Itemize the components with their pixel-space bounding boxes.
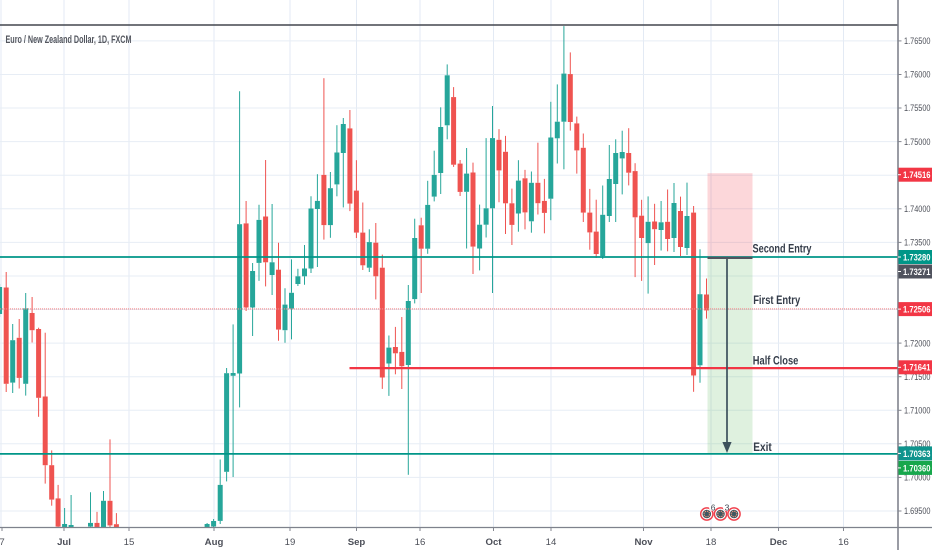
svg-text:Dec: Dec <box>770 537 788 548</box>
svg-text:Sep: Sep <box>348 537 366 548</box>
svg-text:16: 16 <box>415 537 426 548</box>
svg-text:Half Close: Half Close <box>753 356 799 368</box>
svg-text:1.73280: 1.73280 <box>903 252 931 263</box>
svg-text:1.75500: 1.75500 <box>904 103 931 114</box>
svg-text:1.70363: 1.70363 <box>903 449 931 460</box>
svg-text:1.76500: 1.76500 <box>904 36 931 47</box>
svg-text:Second Entry: Second Entry <box>753 244 812 256</box>
svg-text:7: 7 <box>0 537 5 548</box>
svg-text:Aug: Aug <box>205 537 224 548</box>
svg-text:1.70360: 1.70360 <box>903 463 931 474</box>
svg-text:1.69500: 1.69500 <box>904 506 931 517</box>
svg-text:1.72506: 1.72506 <box>903 305 931 316</box>
svg-text:1.76000: 1.76000 <box>904 70 931 81</box>
svg-text:6: 6 <box>711 503 716 513</box>
svg-text:1.73500: 1.73500 <box>904 238 931 249</box>
svg-text:14: 14 <box>546 537 557 548</box>
svg-text:16: 16 <box>838 537 849 548</box>
svg-text:Nov: Nov <box>634 537 653 548</box>
svg-text:Jul: Jul <box>57 537 71 548</box>
svg-text:1.72000: 1.72000 <box>904 338 931 349</box>
svg-text:1.75000: 1.75000 <box>904 137 931 148</box>
svg-text:Oct: Oct <box>486 537 503 548</box>
svg-text:15: 15 <box>124 537 135 548</box>
svg-text:1.74000: 1.74000 <box>904 204 931 215</box>
svg-text:19: 19 <box>285 537 296 548</box>
svg-text:1.74516: 1.74516 <box>903 170 931 181</box>
svg-text:18: 18 <box>706 537 717 548</box>
svg-text:First Entry: First Entry <box>753 295 800 307</box>
svg-text:3: 3 <box>725 503 730 513</box>
svg-text:Exit: Exit <box>753 442 772 454</box>
svg-text:1.73271: 1.73271 <box>903 267 931 278</box>
svg-text:1.71000: 1.71000 <box>904 406 931 417</box>
svg-text:1.71641: 1.71641 <box>903 363 931 374</box>
svg-text:Euro / New Zealand Dollar, 1D,: Euro / New Zealand Dollar, 1D, FXCM <box>6 34 132 46</box>
